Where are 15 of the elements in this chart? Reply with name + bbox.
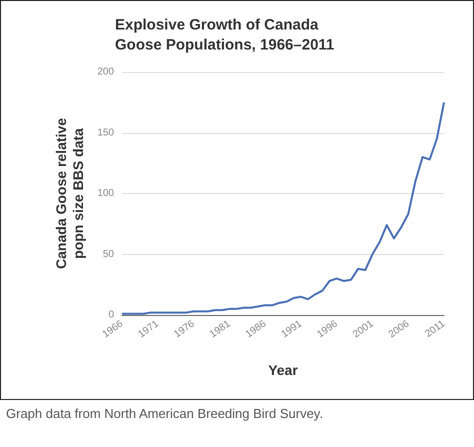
y-axis-title: Canada Goose relative popn size BBS data — [52, 118, 86, 269]
x-tick-label: 2011 — [423, 318, 448, 340]
y-tick-label: 0 — [108, 310, 114, 320]
x-tick-label: 1971 — [136, 318, 162, 340]
x-tick-label: 1981 — [208, 318, 233, 340]
text: Graph data from North American Breeding Bird Survey. — [6, 406, 323, 421]
y-tick-label: 200 — [97, 66, 114, 78]
y-tick-label: 150 — [97, 127, 114, 138]
line-series — [121, 101, 445, 315]
y-tick-label: 50 — [102, 248, 114, 260]
x-tick-label: 1991 — [280, 318, 304, 340]
x-tick-label: 2001 — [351, 318, 376, 340]
chart-title: Explosive Growth of Canada Goose Populations, 1966–2011 — [115, 16, 334, 54]
y-tick-label: 100 — [97, 188, 114, 199]
x-axis-title: Year — [268, 362, 298, 378]
